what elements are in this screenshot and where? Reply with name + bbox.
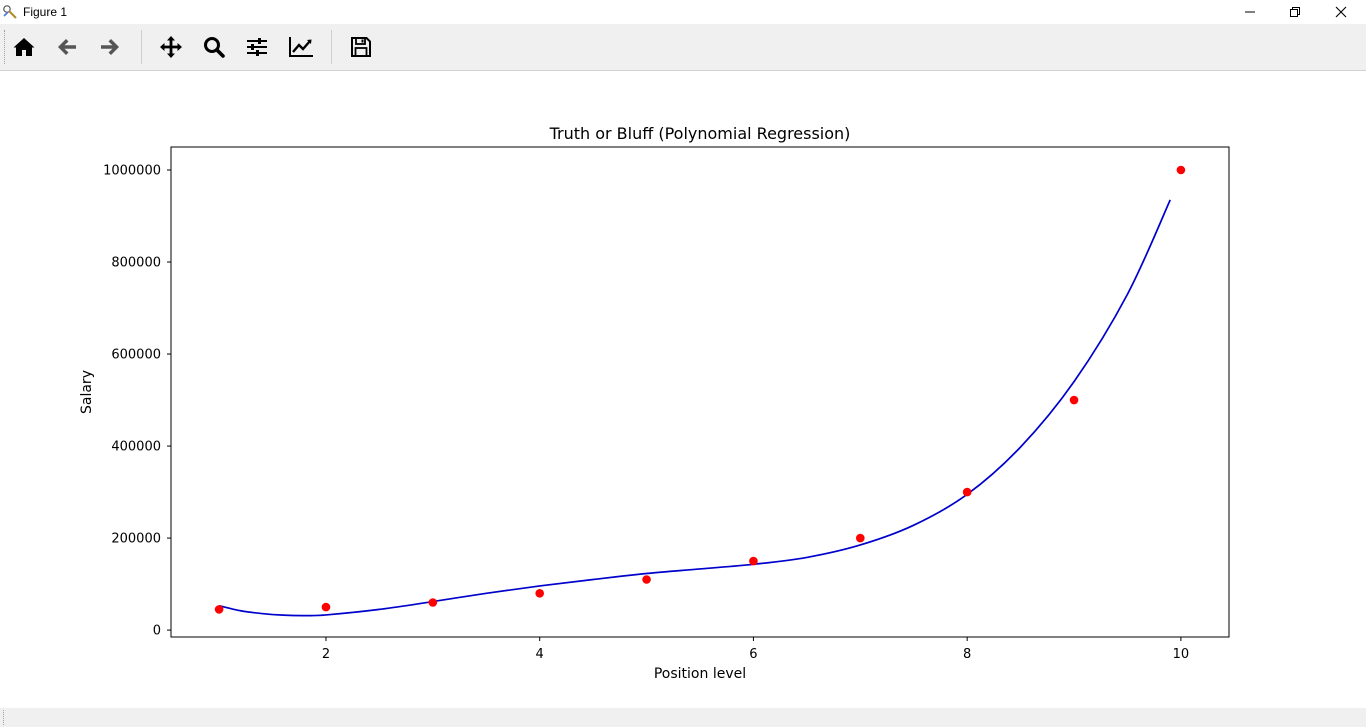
home-button[interactable] xyxy=(9,33,39,61)
fit-curve xyxy=(218,199,1171,617)
home-icon xyxy=(13,38,35,56)
window-title: Figure 1 xyxy=(23,5,68,19)
y-tick-label: 400000 xyxy=(111,440,161,455)
zoom-button[interactable] xyxy=(199,33,229,61)
y-tick-label: 1000000 xyxy=(103,164,161,179)
regression-line xyxy=(218,199,1171,617)
y-tick-label: 800000 xyxy=(111,256,161,271)
navigation-toolbar xyxy=(0,24,1366,71)
pan-button[interactable] xyxy=(156,33,186,61)
toolbar-grip xyxy=(4,30,7,64)
data-point xyxy=(856,533,865,543)
data-point xyxy=(214,605,224,614)
data-point xyxy=(321,602,331,612)
scatter-points xyxy=(214,165,1186,614)
window-titlebar: Figure 1 xyxy=(0,0,1366,24)
forward-button[interactable] xyxy=(95,33,125,61)
close-button[interactable] xyxy=(1318,0,1364,24)
y-tick-label: 0 xyxy=(153,624,161,639)
data-point xyxy=(1176,165,1186,175)
status-bar xyxy=(0,708,1366,727)
move-icon xyxy=(160,36,182,58)
close-icon xyxy=(1335,6,1347,18)
toolbar-separator xyxy=(141,30,142,64)
chart-title: Truth or Bluff (Polynomial Regression) xyxy=(549,124,851,143)
restore-button[interactable] xyxy=(1272,0,1318,24)
minimize-icon xyxy=(1245,11,1255,13)
x-tick-label: 4 xyxy=(536,647,544,662)
arrow-right-icon xyxy=(101,39,119,55)
x-tick-label: 10 xyxy=(1173,647,1190,662)
restore-icon xyxy=(1290,7,1300,17)
arrow-left-icon xyxy=(58,39,76,55)
data-point xyxy=(962,487,972,497)
minimize-button[interactable] xyxy=(1227,0,1273,24)
data-point xyxy=(535,588,544,598)
data-point xyxy=(642,575,651,584)
x-tick-label: 2 xyxy=(322,647,330,662)
figure-canvas[interactable]: 2 4 6 8 10 02000004000006000008000001000000 … xyxy=(0,71,1366,708)
data-point xyxy=(749,556,758,566)
back-button[interactable] xyxy=(52,33,82,61)
sliders-icon xyxy=(247,38,267,56)
configure-subplots-button[interactable] xyxy=(242,33,272,61)
data-point xyxy=(1069,395,1079,405)
y-axis-ticks: 0 200000 400000 600000 800000 1000000 xyxy=(103,164,171,639)
x-tick-label: 8 xyxy=(963,647,971,662)
x-axis-label: Position level xyxy=(654,666,746,682)
data-point xyxy=(428,598,438,607)
app-icon xyxy=(3,5,17,19)
line-chart-icon xyxy=(289,37,313,57)
x-axis-ticks: 2 4 6 8 10 xyxy=(322,637,1189,662)
save-button[interactable] xyxy=(346,33,376,61)
toolbar-separator xyxy=(331,30,332,64)
y-tick-label: 200000 xyxy=(111,532,161,547)
status-grip xyxy=(3,710,5,725)
floppy-disk-icon xyxy=(351,37,371,57)
y-axis-label: Salary xyxy=(79,370,95,414)
edit-axis-button[interactable] xyxy=(285,33,315,61)
y-tick-label: 600000 xyxy=(111,348,161,363)
search-icon xyxy=(204,37,225,58)
axes-frame xyxy=(170,146,1230,638)
axes: 2 4 6 8 10 0 200000 400000 600000 800000 1000000 xyxy=(103,146,1230,662)
x-tick-label: 6 xyxy=(749,647,757,662)
